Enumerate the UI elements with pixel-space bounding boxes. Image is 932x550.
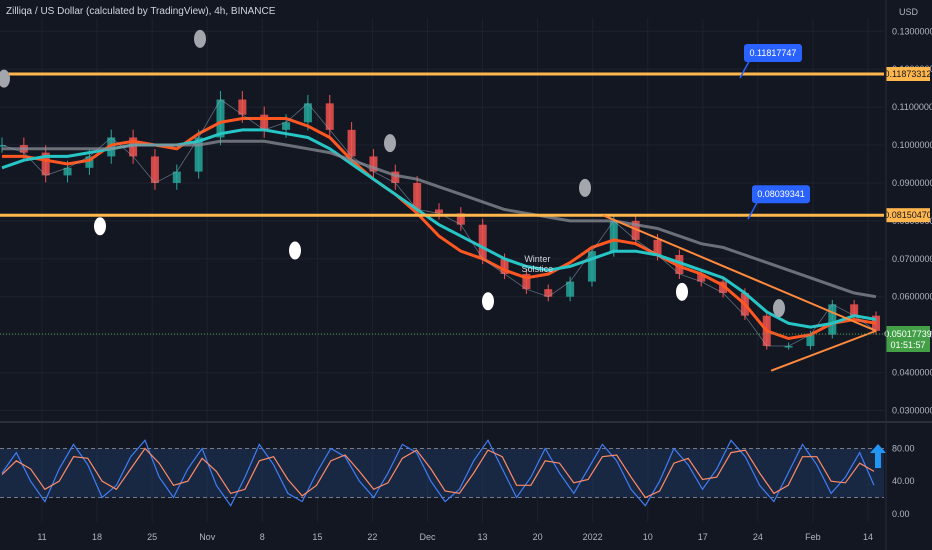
moon-phase-icon <box>0 69 10 88</box>
candle-body <box>806 334 815 347</box>
price-callout-text: 0.08039341 <box>757 189 805 199</box>
moon-phase-icon <box>94 217 106 236</box>
x-tick-label: 17 <box>698 532 708 542</box>
x-tick-label: 18 <box>92 532 102 542</box>
trendline-lower <box>770 329 877 372</box>
candle-body <box>587 251 596 282</box>
candle-body <box>675 255 684 274</box>
y-tick-label: 0.04000000 <box>892 368 932 378</box>
level-price-tag <box>886 208 930 223</box>
chart-annotation: Winter <box>524 254 550 264</box>
x-tick-label: 24 <box>753 532 763 542</box>
x-tick-label: Dec <box>419 532 436 542</box>
stoch-y-tick: 0.00 <box>892 509 910 519</box>
x-tick-label: 11 <box>37 532 46 542</box>
y-tick-label: 0.09000000 <box>892 178 932 188</box>
candle-body <box>653 239 662 256</box>
candle-body <box>238 99 247 115</box>
chart-annotation: Solstice <box>522 264 554 274</box>
y-tick-label: 0.03000000 <box>892 406 932 416</box>
y-tick-label: 0.06000000 <box>892 292 932 302</box>
candle-body <box>325 103 334 130</box>
candle-body <box>129 137 138 157</box>
candle-body <box>456 213 465 225</box>
candle-body <box>500 258 509 274</box>
last-price-text: 0.05017739 <box>884 329 932 339</box>
candle-body <box>369 156 378 172</box>
price-callout <box>744 44 802 63</box>
candle-body <box>828 304 837 335</box>
moon-phase-icon <box>773 299 785 318</box>
level-price-tag-text: 0.08150470 <box>884 210 932 220</box>
candle-body <box>413 182 422 210</box>
candle-body <box>784 346 793 348</box>
moon-phase-icon <box>579 178 591 197</box>
price-callout-text: 0.11817747 <box>750 48 797 58</box>
x-tick-label: 2022 <box>583 532 603 542</box>
stoch-y-tick: 40.00 <box>892 476 915 486</box>
candle-body <box>172 171 181 183</box>
candle-body <box>216 99 225 138</box>
y-tick-label: 0.10000000 <box>892 140 932 150</box>
up-arrow-icon <box>870 444 886 468</box>
candle-body <box>544 289 553 297</box>
x-tick-label: 20 <box>533 532 543 542</box>
x-tick-label: 25 <box>147 532 157 542</box>
candle-body <box>435 209 443 214</box>
level-price-tag-text: 0.11873312 <box>885 69 932 79</box>
candle-body <box>347 129 356 157</box>
candle-body <box>303 103 312 123</box>
x-tick-label: 15 <box>312 532 322 542</box>
moon-phase-icon <box>194 29 206 48</box>
x-tick-label: 22 <box>367 532 377 542</box>
countdown-text: 01:51:57 <box>890 340 925 350</box>
candle-body <box>391 171 400 183</box>
candle-body <box>522 273 531 290</box>
candle-body <box>0 145 6 147</box>
moon-phase-icon <box>289 241 301 260</box>
candle-body <box>41 152 50 176</box>
moon-phase-icon <box>676 282 688 301</box>
candle-body <box>85 156 94 168</box>
level-price-tag <box>886 67 930 82</box>
candle-body <box>566 281 575 297</box>
currency-label: USD <box>898 7 918 17</box>
last-price-tag <box>886 325 930 352</box>
candle-body <box>150 156 159 183</box>
moon-phase-icon <box>384 134 396 153</box>
candle-body <box>697 273 706 282</box>
stoch-band <box>0 448 884 498</box>
y-tick-label: 0.13000000 <box>892 26 932 36</box>
candle-body <box>107 137 116 157</box>
price-close-line <box>1 98 877 347</box>
stoch-k-line <box>1 439 875 507</box>
x-tick-label: 10 <box>643 532 653 542</box>
chart-title: Zilliqa / US Dollar (calculated by Tradi… <box>6 6 276 17</box>
candle-body <box>63 167 72 176</box>
candle-body <box>478 224 487 259</box>
candle-body <box>260 114 269 130</box>
overlay-line-ma-slow <box>2 139 877 299</box>
x-tick-label: 14 <box>863 532 873 542</box>
price-callout <box>752 185 810 204</box>
candle-body <box>850 304 859 316</box>
moon-phase-icon <box>482 292 494 311</box>
stoch-d-line <box>1 447 875 499</box>
stoch-y-tick: 80.00 <box>892 444 915 454</box>
candle-body <box>282 122 291 130</box>
x-tick-label: 13 <box>478 532 488 542</box>
candle-body <box>631 220 640 240</box>
x-tick-label: 8 <box>260 532 265 542</box>
candle-body <box>194 137 203 172</box>
candle-body <box>609 220 618 252</box>
x-tick-label: Nov <box>199 532 216 542</box>
x-tick-label: Feb <box>805 532 821 542</box>
y-tick-label: 0.07000000 <box>892 254 932 264</box>
trendline-upper <box>602 214 877 332</box>
